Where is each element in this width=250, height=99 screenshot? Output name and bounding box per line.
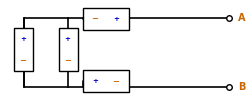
Text: −: −	[19, 56, 26, 65]
FancyBboxPatch shape	[59, 28, 78, 71]
Text: +: +	[20, 36, 26, 42]
Text: +: +	[113, 16, 119, 22]
Text: −: −	[112, 77, 119, 86]
Text: −: −	[91, 14, 98, 23]
Text: +: +	[93, 78, 98, 84]
Text: +: +	[64, 36, 70, 42]
Text: −: −	[64, 56, 71, 65]
FancyBboxPatch shape	[14, 28, 33, 71]
Text: A: A	[238, 13, 246, 23]
FancyBboxPatch shape	[83, 8, 129, 30]
FancyBboxPatch shape	[83, 70, 129, 92]
Text: B: B	[238, 82, 246, 92]
